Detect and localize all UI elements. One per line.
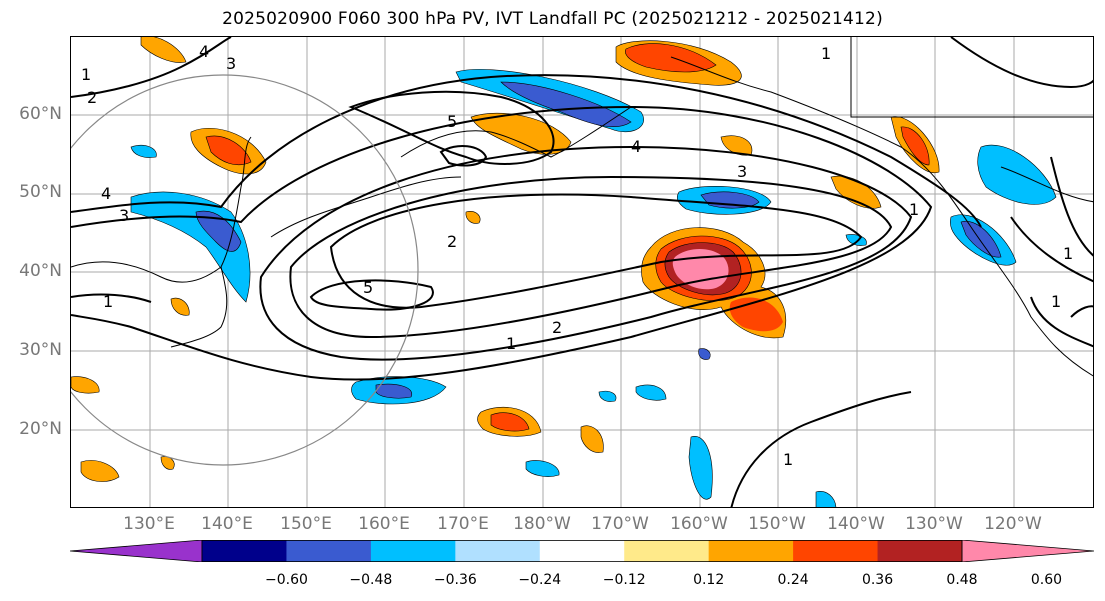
colorbar-tick-label: 0.12 — [693, 572, 725, 588]
colorbar-extend-low — [69, 539, 203, 563]
lon-label-140e: 140°E — [201, 514, 253, 534]
lon-label-130e: 130°E — [123, 514, 175, 534]
colorbar-tick-label: 0.60 — [1030, 572, 1063, 588]
colorbar-tick-label: −0.24 — [518, 572, 562, 588]
pv-contours — [71, 37, 1093, 507]
lat-label-40n: 40°N — [19, 261, 62, 281]
contour-label: 5 — [447, 112, 457, 131]
lon-label-170w: 170°W — [591, 514, 649, 534]
contour-label: 1 — [103, 292, 113, 311]
colorbar-bin — [370, 540, 456, 562]
colorbar-tick-label: −0.60 — [264, 572, 308, 588]
map-canvas: 4 3 2 1 5 4 3 2 1 5 1 2 1 1 1 1 4 3 1 — [71, 37, 1093, 507]
contour-label: 4 — [199, 42, 209, 61]
colorbar-bin — [793, 540, 879, 562]
colorbar-tick-label: −0.12 — [602, 572, 646, 588]
colorbar-bin — [202, 540, 287, 562]
colorbar — [69, 539, 1095, 563]
colorbar-tick-label: −0.36 — [433, 572, 477, 588]
lat-label-30n: 30°N — [19, 340, 62, 360]
colorbar-tick-label: −0.48 — [349, 572, 393, 588]
lat-label-60n: 60°N — [19, 104, 62, 124]
contour-label: 1 — [81, 65, 91, 84]
colorbar-bin — [455, 540, 541, 562]
contour-label: 1 — [1051, 292, 1061, 311]
contour-label: 4 — [631, 137, 641, 156]
contour-label: 1 — [1063, 244, 1073, 263]
colorbar-bin — [877, 540, 963, 562]
lat-label-20n: 20°N — [19, 419, 62, 439]
contour-label: 5 — [363, 278, 373, 297]
lon-label-180w: 180°W — [513, 514, 571, 534]
lat-label-50n: 50°N — [19, 182, 62, 202]
contour-label: 3 — [119, 206, 129, 225]
colorbar-bin — [286, 540, 372, 562]
lon-label-130w: 130°W — [905, 514, 963, 534]
map-panel: 4 3 2 1 5 4 3 2 1 5 1 2 1 1 1 1 4 3 1 — [70, 36, 1094, 508]
lon-label-140w: 140°W — [827, 514, 885, 534]
lon-label-160e: 160°E — [358, 514, 410, 534]
lon-label-170e: 170°E — [437, 514, 489, 534]
colorbar-bin — [708, 540, 794, 562]
landfall-region-circle — [71, 74, 419, 466]
contour-label: 1 — [506, 334, 516, 353]
lon-label-150e: 150°E — [280, 514, 332, 534]
contour-label: 4 — [101, 184, 111, 203]
contour-label: 2 — [447, 232, 457, 251]
colorbar-bin — [624, 540, 710, 562]
lon-label-150w: 150°W — [748, 514, 806, 534]
colorbar-extend-high — [961, 539, 1095, 563]
colorbar-tick-label: 0.48 — [946, 572, 978, 588]
lon-label-120w: 120°W — [984, 514, 1042, 534]
contour-label-group: 4 3 2 1 5 4 3 2 1 5 1 2 1 1 1 1 4 3 1 — [81, 42, 1073, 469]
colorbar-tick-label: 0.24 — [777, 572, 809, 588]
map-title: 2025020900 F060 300 hPa PV, IVT Landfall… — [222, 9, 883, 29]
contour-label: 2 — [552, 318, 562, 337]
contour-label: 3 — [226, 54, 236, 73]
contour-label: 3 — [737, 162, 747, 181]
colorbar-tick-label: 0.36 — [861, 572, 894, 588]
contour-label: 2 — [87, 88, 97, 107]
coastlines — [71, 37, 1093, 377]
colorbar-bin — [539, 540, 625, 562]
contour-label: 1 — [783, 450, 793, 469]
contour-label: 1 — [821, 44, 831, 63]
colorbar-svg — [69, 539, 1095, 563]
contour-label: 1 — [909, 200, 919, 219]
lon-label-160w: 160°W — [670, 514, 728, 534]
